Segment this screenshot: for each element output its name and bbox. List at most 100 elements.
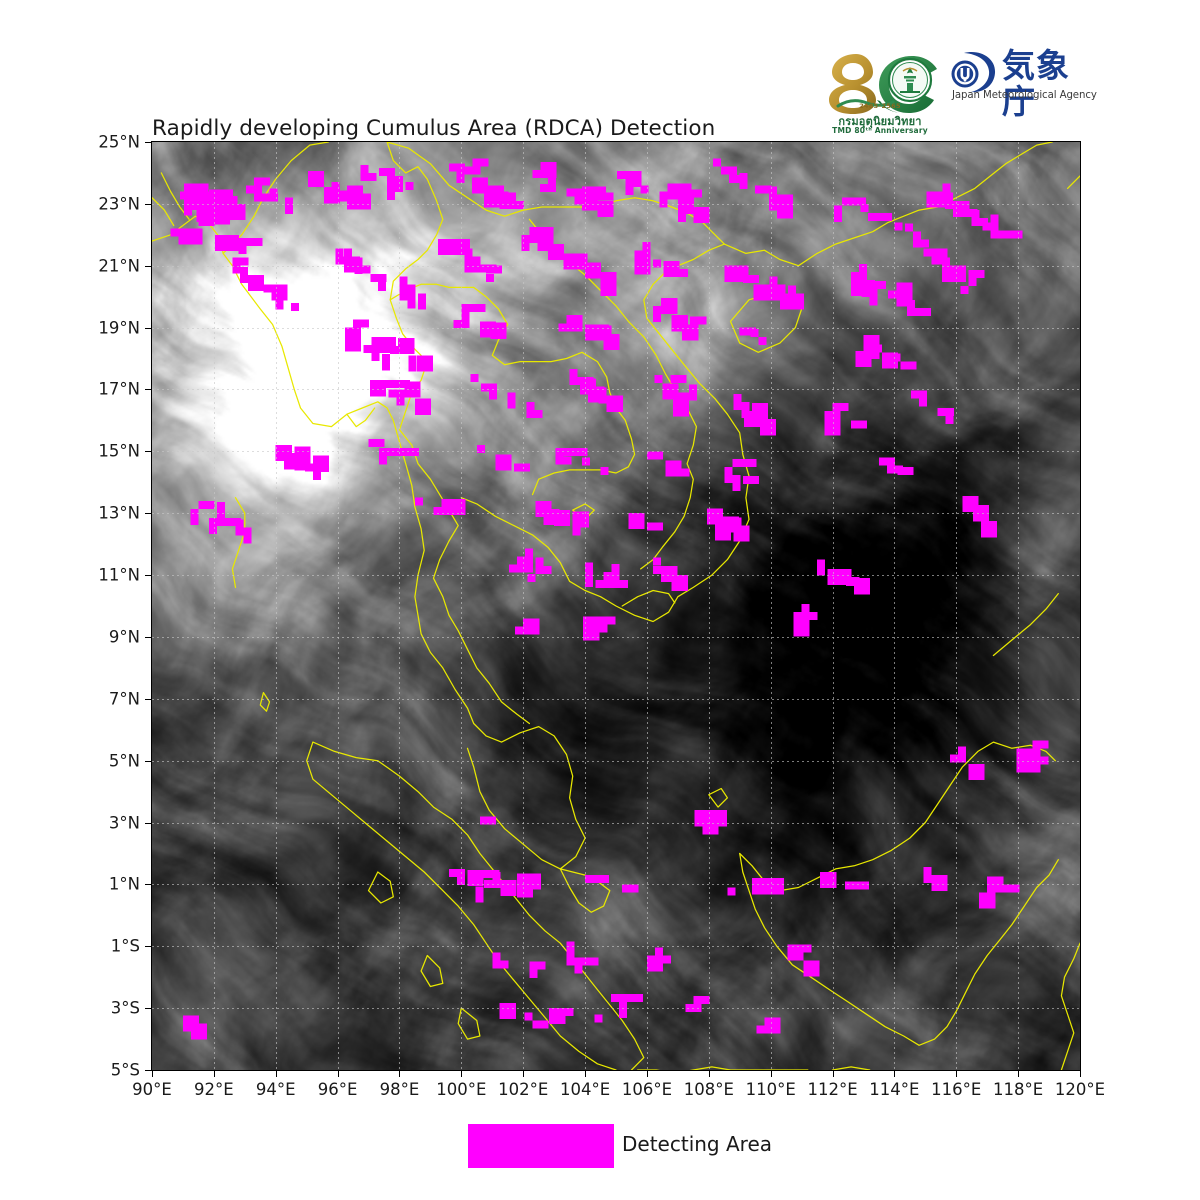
detecting-area-cell xyxy=(715,524,723,541)
detecting-area-cell xyxy=(835,568,852,577)
detecting-area-cell xyxy=(369,380,386,397)
detecting-area-cell xyxy=(756,1025,765,1034)
detecting-area-cell xyxy=(894,222,903,231)
detecting-area-cell xyxy=(371,344,380,361)
detecting-area-cell xyxy=(671,268,688,277)
detecting-area-cell xyxy=(851,420,868,429)
detecting-area-cell xyxy=(801,612,818,621)
detecting-area-cell xyxy=(362,265,371,274)
x-axis-tick xyxy=(646,1070,648,1077)
detecting-area-cell xyxy=(640,185,649,194)
detecting-area-cell xyxy=(950,754,959,763)
detecting-area-cell xyxy=(892,353,901,362)
coastline-path xyxy=(367,871,394,904)
detecting-area-cell xyxy=(294,446,311,463)
detecting-area-cell xyxy=(633,171,642,180)
x-axis-tick xyxy=(956,1070,958,1077)
detecting-area-cell xyxy=(913,239,930,248)
coastline-path xyxy=(346,407,376,428)
x-axis-label: 102°E xyxy=(498,1080,549,1099)
detecting-area-cell xyxy=(535,557,544,574)
detecting-area-cell xyxy=(771,285,780,294)
detecting-area-cell xyxy=(904,223,913,232)
detecting-area-cell xyxy=(942,257,950,266)
detecting-area-cell xyxy=(968,278,977,287)
detecting-area-cell xyxy=(445,239,462,256)
detecting-area-cell xyxy=(677,189,694,206)
detecting-area-cell xyxy=(693,207,710,224)
x-axis-label: 106°E xyxy=(621,1080,673,1099)
detecting-area-cell xyxy=(526,409,543,418)
detecting-area-cell xyxy=(247,275,264,292)
y-axis-tick xyxy=(145,698,152,700)
detecting-area-cell xyxy=(563,261,580,270)
detecting-area-cell xyxy=(396,389,413,398)
detecting-area-cell xyxy=(878,457,895,466)
detecting-area-cell xyxy=(215,234,232,243)
detecting-area-cell xyxy=(854,578,863,595)
detecting-area-cell xyxy=(361,319,370,328)
x-axis-label: 110°E xyxy=(745,1080,796,1099)
detecting-area-cell xyxy=(441,499,466,516)
detecting-area-cell xyxy=(987,876,1004,885)
detecting-area-cell xyxy=(335,256,360,265)
detecting-area-cell xyxy=(628,513,645,522)
x-axis-tick xyxy=(585,1070,587,1077)
detecting-area-cell xyxy=(490,322,507,339)
coastline-path xyxy=(386,142,531,725)
detecting-area-cell xyxy=(860,203,869,212)
detecting-area-cell xyxy=(585,875,610,884)
coastline-path xyxy=(457,1007,481,1040)
detecting-area-cell xyxy=(479,816,496,825)
detecting-area-cell xyxy=(595,580,620,588)
detecting-area-cell xyxy=(395,448,420,457)
detecting-area-cell xyxy=(863,335,872,343)
y-axis-label: 3°S xyxy=(110,998,140,1018)
y-axis-tick xyxy=(145,760,152,762)
detecting-area-cell xyxy=(968,270,985,279)
detecting-area-cell xyxy=(833,205,842,222)
detecting-area-cell xyxy=(229,195,238,204)
detecting-area-cell xyxy=(764,1025,781,1034)
detecting-area-cell xyxy=(995,884,1020,893)
detecting-area-cell xyxy=(475,870,500,879)
detecting-area-cell xyxy=(764,1017,781,1026)
detecting-area-cell xyxy=(494,265,503,274)
detecting-area-cell xyxy=(597,200,614,209)
detecting-area-cell xyxy=(600,466,609,475)
jma-logo: 気象庁 Japan Meteorological Agency xyxy=(950,46,1102,120)
detecting-area-cell xyxy=(585,262,602,279)
satellite-map-plot[interactable] xyxy=(152,142,1080,1070)
detecting-area-cell xyxy=(535,565,552,574)
x-axis-tick xyxy=(152,1070,153,1077)
detecting-area-cell xyxy=(599,616,616,625)
y-axis-tick xyxy=(145,1008,152,1010)
detecting-area-cell xyxy=(784,202,793,219)
detecting-area-cell xyxy=(752,403,769,412)
y-axis-tick xyxy=(145,946,152,948)
x-axis-label: 94°E xyxy=(255,1080,296,1099)
detecting-area-cell xyxy=(611,580,628,588)
detecting-area-cell xyxy=(418,293,426,310)
detecting-area-cell xyxy=(779,293,804,310)
detecting-area-cell xyxy=(254,185,263,194)
detecting-area-cell xyxy=(585,570,594,587)
detecting-area-cell xyxy=(532,1020,549,1029)
coastline-path xyxy=(637,1066,809,1070)
detecting-area-cell xyxy=(223,242,232,251)
y-axis-tick xyxy=(145,265,152,267)
detecting-area-cell xyxy=(654,375,663,384)
detecting-area-cell xyxy=(971,218,988,227)
detecting-area-cell xyxy=(663,260,680,269)
detecting-area-cell xyxy=(285,197,293,214)
detecting-area-cell xyxy=(733,401,750,410)
detecting-area-cell xyxy=(598,387,607,404)
detecting-area-cell xyxy=(583,632,600,641)
y-axis-tick xyxy=(145,327,152,329)
detecting-area-cell xyxy=(574,957,599,966)
detecting-area-cell xyxy=(331,182,340,191)
x-axis-tick xyxy=(894,1070,896,1077)
detecting-area-cell xyxy=(346,185,363,194)
detecting-area-cell xyxy=(360,164,369,181)
detecting-area-cell xyxy=(304,463,313,472)
